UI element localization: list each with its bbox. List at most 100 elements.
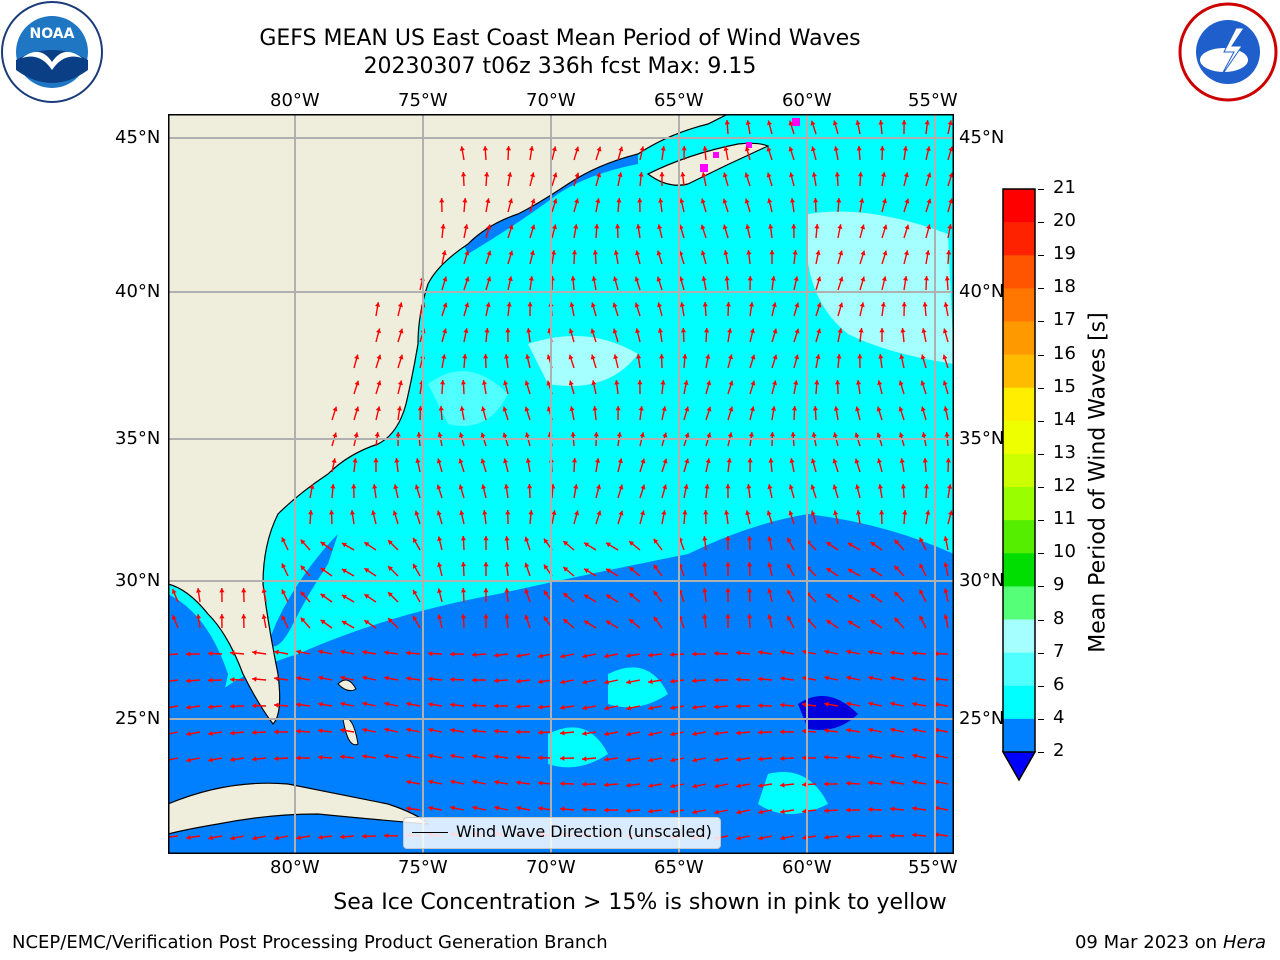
wind-wave-arrowhead (340, 649, 345, 655)
wind-wave-arrowhead (604, 807, 609, 813)
colorbar-band (1003, 619, 1035, 654)
wind-wave-arrowhead (463, 328, 469, 333)
wind-wave-arrowhead (749, 328, 755, 334)
wind-wave-arrowhead (736, 809, 742, 815)
wind-wave-arrowhead (725, 302, 731, 307)
wind-wave-arrowhead (877, 484, 883, 489)
wind-wave-arrowhead (744, 146, 750, 152)
wind-wave-arrowhead (472, 805, 478, 811)
wind-wave-arrowhead (736, 650, 741, 656)
wind-wave-arrowhead (332, 432, 338, 438)
wind-wave-arrowhead (767, 120, 772, 126)
wind-wave-arrowhead (440, 380, 446, 385)
wind-wave-arrowhead (261, 588, 267, 593)
wind-wave-arrowhead (560, 781, 565, 787)
lat-tick-left: 40°N (115, 281, 161, 302)
colorbar-tick-label: 2 (1053, 740, 1065, 761)
wind-wave-arrowhead (846, 807, 851, 813)
wind-wave-arrowhead (701, 172, 707, 178)
wind-wave-arrowhead (836, 198, 842, 203)
wind-wave-arrowhead (635, 328, 641, 334)
wind-wave-arrowhead (816, 328, 822, 334)
wind-wave-arrowhead (340, 834, 345, 840)
wind-wave-arrowhead (923, 276, 930, 281)
wind-wave-arrowhead (563, 618, 569, 624)
footer-machine: Hera (1222, 932, 1266, 953)
wind-wave-arrowhead (727, 328, 733, 333)
colorbar-tick-mark (1038, 420, 1044, 422)
wind-wave-arrowhead (860, 250, 866, 256)
wind-wave-arrowhead (635, 224, 642, 229)
colorbar-band (1003, 189, 1035, 223)
wind-wave-arrowhead (793, 276, 799, 282)
legend-line-sample (412, 832, 448, 833)
colorbar-band (1003, 487, 1035, 521)
wind-wave-arrowhead (584, 542, 590, 548)
wind-wave-arrowhead (406, 650, 411, 656)
wind-wave-arrowhead (384, 650, 389, 656)
wind-wave-arrowhead (767, 484, 773, 490)
wind-wave-arrowhead (595, 484, 601, 490)
wind-wave-arrowhead (706, 406, 712, 412)
wind-wave-arrowhead (406, 676, 411, 682)
colorbar-tick-label: 15 (1053, 375, 1076, 397)
wind-wave-arrowhead (394, 458, 400, 463)
wind-wave-arrowhead (878, 354, 884, 359)
wind-wave-arrowhead (574, 510, 580, 516)
wind-wave-arrowhead (768, 224, 774, 229)
wind-wave-arrowhead (802, 835, 807, 841)
land-north-america (168, 114, 729, 725)
wind-wave-arrowhead (340, 754, 345, 760)
wind-wave-arrowhead (505, 146, 512, 151)
wind-wave-arrowhead (568, 328, 574, 334)
wind-wave-arrowhead (596, 172, 602, 178)
wind-wave-arrowhead (563, 592, 569, 598)
wind-wave-arrowhead (868, 675, 873, 681)
wind-wave-arrowhead (942, 354, 948, 360)
wind-wave-arrowhead (679, 198, 685, 204)
colorbar-band (1003, 453, 1035, 488)
wind-wave-arrowhead (926, 198, 932, 204)
wind-wave-arrowhead (460, 588, 467, 593)
wind-wave-arrowhead (460, 614, 467, 619)
wind-wave-arrowhead (899, 458, 905, 463)
wind-wave-arrowhead (920, 354, 926, 360)
wind-wave-arrowhead (604, 653, 609, 659)
colorbar-tick-label: 14 (1053, 408, 1076, 430)
wind-wave-arrowhead (629, 541, 635, 546)
wind-wave-arrowhead (942, 328, 948, 334)
wind-wave-arrowhead (746, 562, 753, 567)
wind-wave-arrowhead (736, 756, 741, 762)
wind-wave-arrowhead (758, 809, 763, 815)
wind-wave-arrowhead (529, 250, 535, 256)
wind-wave-arrowhead (472, 728, 477, 734)
wind-wave-arrowhead (330, 484, 336, 489)
wind-wave-arrowhead (680, 172, 686, 177)
wind-wave-arrowhead (860, 224, 866, 230)
wind-wave-arrowhead (274, 755, 279, 762)
wind-wave-arrowhead (684, 432, 690, 438)
wind-wave-arrowhead (692, 651, 697, 657)
wind-wave-arrowhead (574, 198, 580, 204)
wind-wave-arrowhead (724, 120, 730, 125)
wind-wave-arrowhead (637, 380, 643, 385)
colorbar-tick-mark (1038, 487, 1044, 489)
wind-wave-arrowhead (657, 328, 664, 333)
wind-wave-arrowhead (485, 198, 491, 203)
wind-wave-arrowhead (727, 432, 733, 438)
wind-wave-arrowhead (780, 782, 785, 788)
wind-wave-arrowhead (758, 729, 763, 735)
wind-wave-arrowhead (745, 120, 751, 125)
noaa-logo-text: NOAA (30, 26, 75, 42)
wind-wave-arrowhead (354, 354, 360, 360)
wind-wave-arrowhead (868, 833, 873, 839)
wind-wave-arrowhead (560, 806, 565, 812)
wind-wave-arrowhead (926, 172, 932, 178)
wind-wave-arrowhead (538, 780, 543, 786)
wind-wave-arrowhead (481, 484, 487, 490)
wind-wave-arrowhead (525, 458, 531, 463)
wind-wave-arrowhead (898, 380, 904, 386)
ocean-pale-region (806, 211, 954, 364)
wind-wave-arrowhead (460, 172, 467, 177)
wind-wave-arrowhead (934, 727, 939, 733)
